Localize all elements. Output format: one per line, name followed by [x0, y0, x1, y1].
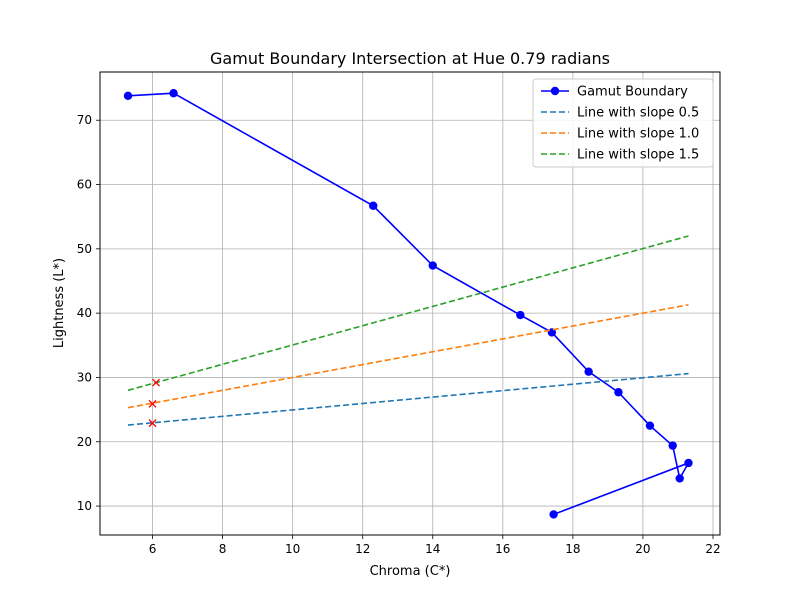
legend: Gamut Boundary Line with slope 0.5 Line wi…	[532, 78, 714, 168]
x-tick-label: 20	[635, 542, 650, 556]
series-line-4	[127, 235, 689, 392]
legend-label: Line with slope 0.5	[577, 106, 699, 121]
x-tick-label: 16	[495, 542, 510, 556]
plot-area	[123, 89, 693, 519]
intersection-marker	[148, 399, 157, 408]
marker-stroke	[148, 399, 157, 408]
intersection-marker	[148, 419, 157, 428]
y-tick-label: 40	[77, 306, 92, 320]
marker-stroke	[152, 378, 161, 387]
series-point	[369, 201, 378, 210]
series-point	[549, 510, 558, 519]
y-axis-label: Lightness (L*)	[52, 258, 67, 348]
y-tick-label: 20	[77, 435, 92, 449]
legend-label: Gamut Boundary	[577, 85, 688, 100]
series-point	[428, 261, 437, 270]
series-point	[675, 474, 684, 483]
series-point	[584, 367, 593, 376]
series-point	[668, 441, 677, 450]
x-tick-label: 8	[219, 542, 227, 556]
legend-label: Line with slope 1.5	[577, 148, 699, 163]
y-tick-label: 10	[77, 499, 92, 513]
x-tick-label: 12	[355, 542, 370, 556]
chart-title: Gamut Boundary Intersection at Hue 0.79 …	[210, 49, 610, 68]
x-tick-label: 6	[149, 542, 157, 556]
series-point	[614, 388, 623, 397]
ticks: 6 8 10 12 14 16 18 20 22 10 20 30 40 50 60 70	[77, 113, 721, 556]
y-tick-label: 70	[77, 113, 92, 127]
series-point	[169, 89, 178, 98]
axes-frame	[99, 71, 721, 536]
series-point	[123, 91, 133, 100]
series-point	[645, 421, 655, 430]
y-tick-label: 30	[77, 370, 92, 384]
x-tick-label: 22	[705, 542, 720, 556]
intersection-marker	[152, 378, 161, 387]
legend-box	[532, 78, 714, 168]
x-tick-label: 14	[425, 542, 440, 556]
series-line-2	[127, 372, 689, 426]
legend-marker	[550, 86, 560, 96]
marker-stroke	[148, 419, 157, 428]
series-line-3	[127, 303, 689, 409]
x-axis-label: Chroma (C*)	[370, 564, 451, 579]
y-tick-label: 50	[77, 242, 92, 256]
series-point	[516, 310, 525, 320]
series-point	[684, 458, 693, 468]
y-tick-label: 60	[77, 178, 92, 192]
x-tick-label: 18	[565, 542, 580, 556]
x-tick-label: 10	[285, 542, 300, 556]
legend-label: Line with slope 1.0	[577, 127, 699, 142]
